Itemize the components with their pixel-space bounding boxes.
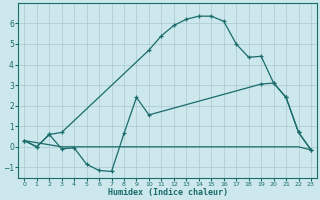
X-axis label: Humidex (Indice chaleur): Humidex (Indice chaleur) [108, 188, 228, 197]
